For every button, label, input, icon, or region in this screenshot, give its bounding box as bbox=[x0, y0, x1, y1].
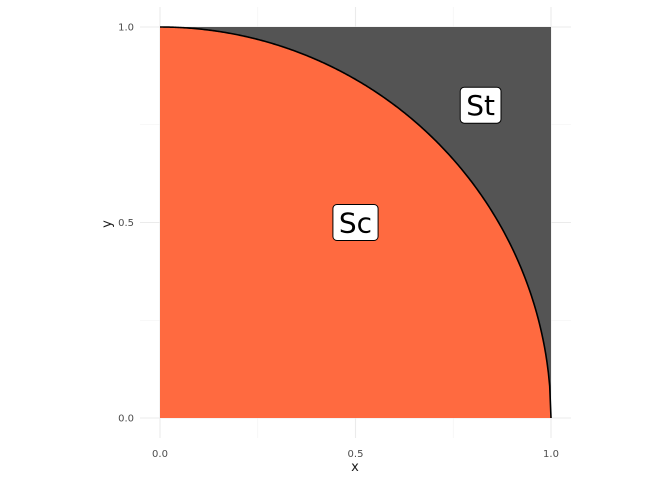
x-tick-label: 0.5 bbox=[348, 449, 364, 460]
y-axis-ticks: 0.0 0.5 1.0 bbox=[118, 23, 134, 425]
label-box bbox=[459, 86, 502, 124]
x-tick-label: 0.0 bbox=[152, 449, 168, 460]
y-axis-title: y bbox=[100, 220, 115, 228]
y-tick-label: 1.0 bbox=[118, 23, 134, 34]
label-box bbox=[332, 204, 379, 241]
x-axis-title: x bbox=[351, 460, 359, 475]
region-labels: St Sc bbox=[332, 86, 502, 241]
x-axis-ticks: 0.0 0.5 1.0 bbox=[152, 449, 559, 460]
x-tick-label: 1.0 bbox=[543, 449, 559, 460]
quarter-circle-curve bbox=[160, 26, 552, 419]
region-label-sc: Sc bbox=[332, 204, 379, 241]
label-text: St bbox=[466, 89, 495, 122]
y-tick-label: 0.5 bbox=[118, 218, 134, 229]
y-tick-label: 0.0 bbox=[118, 414, 134, 425]
region-label-st: St bbox=[459, 86, 502, 124]
label-text: Sc bbox=[339, 207, 372, 240]
